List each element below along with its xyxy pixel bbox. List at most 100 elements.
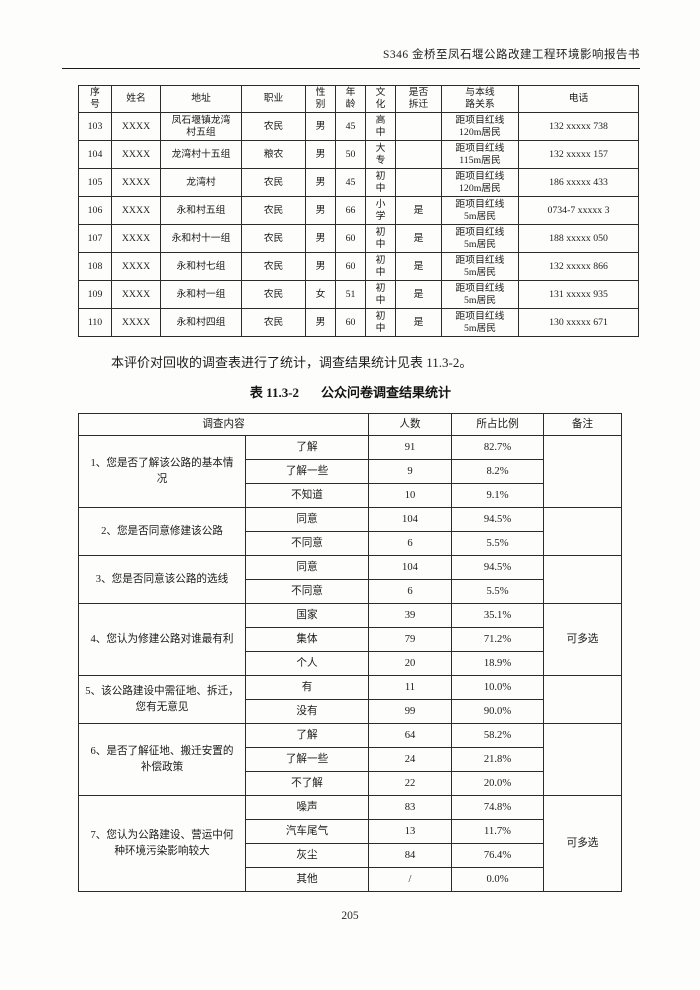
respondent-relation-cell: 距项目红线 5m居民 bbox=[441, 252, 519, 282]
survey-question-cell: 4、您认为修建公路对谁最有利 bbox=[78, 603, 246, 676]
survey-count-cell: 11 bbox=[368, 675, 452, 700]
respondent-col-header-5: 年 龄 bbox=[335, 84, 366, 114]
survey-option-label-cell: 其他 bbox=[245, 867, 369, 892]
survey-option-row: 个人 20 18.9% bbox=[79, 651, 622, 676]
survey-count-cell: 6 bbox=[368, 579, 452, 604]
respondent-no-cell: 103 bbox=[78, 112, 112, 142]
survey-option-label-cell: 没有 bbox=[245, 699, 369, 724]
survey-option-row: 7、您认为公路建设、营运中何 种环境污染影响较大 噪声 83 74.8% 可多选 bbox=[78, 795, 622, 892]
respondent-col-header-4: 性 别 bbox=[305, 84, 336, 114]
report-title: S346 金桥至凤石堰公路改建工程环境影响报告书 bbox=[382, 49, 640, 61]
survey-ratio-cell: 11.7% bbox=[451, 819, 544, 844]
survey-option-label-cell: 有 bbox=[245, 675, 369, 700]
respondent-age-cell: 45 bbox=[335, 168, 366, 198]
survey-option-label-cell: 噪声 bbox=[245, 795, 369, 820]
respondent-phone-cell: 130 xxxxx 671 bbox=[518, 308, 639, 338]
respondent-row: 110 XXXX 永和村四组 农民男 60 初 中是距项目红线 5m居民 130 xxxxx… bbox=[78, 308, 639, 338]
survey-ratio-cell: 21.8% bbox=[451, 747, 544, 772]
respondent-row: 105 XXXX 龙湾村 农民男 45 初 中 距项目红线 120m居民 186 xxxxx … bbox=[78, 168, 639, 198]
survey-question-cell: 7、您认为公路建设、营运中何 种环境污染影响较大 bbox=[78, 795, 246, 892]
respondent-relation-cell: 距项目红线 120m居民 bbox=[441, 112, 519, 142]
column-header-ratio: 所占比例 bbox=[451, 413, 544, 436]
survey-ratio-cell: 35.1% bbox=[451, 603, 544, 628]
survey-option-row: 不同意 6 5.5% bbox=[79, 579, 622, 604]
respondent-relation-cell: 距项目红线 5m居民 bbox=[441, 196, 519, 226]
survey-ratio-cell: 58.2% bbox=[451, 723, 544, 748]
page-number: 205 bbox=[341, 910, 359, 922]
respondent-no-cell: 105 bbox=[78, 168, 112, 198]
respondent-occupation-cell: 农民 bbox=[241, 112, 306, 142]
respondent-gender-cell: 男 bbox=[305, 168, 336, 198]
survey-option-label-cell: 国家 bbox=[245, 603, 369, 628]
survey-ratio-cell: 8.2% bbox=[451, 459, 544, 484]
survey-option-label-cell: 了解一些 bbox=[245, 459, 369, 484]
survey-option-row: 不知道 10 9.1% bbox=[79, 483, 622, 508]
survey-question-cell: 2、您是否同意修建该公路 bbox=[78, 507, 246, 556]
respondent-table-header-row: 序 号姓名 地址 职业性 别年 龄文 化是否 拆迁 与本线 路关系 电话 bbox=[78, 84, 639, 114]
survey-count-cell: 99 bbox=[368, 699, 452, 724]
body-paragraph: 本评价对回收的调查表进行了统计，调查结果统计见表 11.3-2。 bbox=[111, 355, 473, 370]
respondent-occupation-cell: 农民 bbox=[241, 252, 306, 282]
respondent-row: 107 XXXX 永和村十一组 农民男 60 初 中是距项目红线 5m居民 188 xxxx… bbox=[78, 224, 639, 254]
respondent-education-cell: 大 专 bbox=[365, 140, 396, 170]
respondent-occupation-cell: 农民 bbox=[241, 280, 306, 310]
respondent-row: 109 XXXX 永和村一组 农民女 51 初 中是距项目红线 5m居民 131 xxxxx… bbox=[78, 280, 639, 310]
respondent-name-cell: XXXX bbox=[111, 140, 161, 170]
respondent-age-cell: 60 bbox=[335, 308, 366, 338]
survey-count-cell: 6 bbox=[368, 531, 452, 556]
survey-option-label-cell: 了解一些 bbox=[245, 747, 369, 772]
respondent-col-header-2: 地址 bbox=[160, 84, 242, 114]
table-caption-number: 表 11.3-2 bbox=[249, 385, 300, 400]
survey-count-cell: 84 bbox=[368, 843, 452, 868]
survey-table-header-row: 调查内容 人数 所占比例 备注 bbox=[78, 413, 622, 436]
respondent-relocated-cell: 是 bbox=[395, 224, 442, 254]
survey-ratio-cell: 18.9% bbox=[451, 651, 544, 676]
respondent-education-cell: 初 中 bbox=[365, 308, 396, 338]
respondent-col-header-7: 是否 拆迁 bbox=[395, 84, 442, 114]
survey-option-label-cell: 汽车尾气 bbox=[245, 819, 369, 844]
survey-count-cell: 9 bbox=[368, 459, 452, 484]
respondent-occupation-cell: 农民 bbox=[241, 224, 306, 254]
respondent-relocated-cell: 是 bbox=[395, 280, 442, 310]
respondent-relation-cell: 距项目红线 5m居民 bbox=[441, 280, 519, 310]
survey-question-cell: 1、您是否了解该公路的基本情 况 bbox=[78, 435, 246, 508]
survey-option-label-cell: 灰尘 bbox=[245, 843, 369, 868]
respondent-address-cell: 永和村七组 bbox=[160, 252, 242, 282]
respondent-no-cell: 107 bbox=[78, 224, 112, 254]
survey-question-cell: 3、您是否同意该公路的选线 bbox=[78, 555, 246, 604]
respondent-no-cell: 106 bbox=[78, 196, 112, 226]
respondent-row: 103 XXXX 凤石堰镇龙湾 村五组 农民男 45 高 中 距项目红线 120m居民 132… bbox=[78, 112, 639, 142]
survey-ratio-cell: 5.5% bbox=[451, 579, 544, 604]
survey-remark-cell bbox=[543, 507, 622, 556]
survey-ratio-cell: 94.5% bbox=[451, 507, 544, 532]
respondent-gender-cell: 男 bbox=[305, 252, 336, 282]
survey-count-cell: / bbox=[368, 867, 452, 892]
survey-option-label-cell: 个人 bbox=[245, 651, 369, 676]
respondent-relocated-cell: 是 bbox=[395, 196, 442, 226]
respondent-col-header-6: 文 化 bbox=[365, 84, 396, 114]
respondent-name-cell: XXXX bbox=[111, 308, 161, 338]
respondent-gender-cell: 男 bbox=[305, 308, 336, 338]
survey-ratio-cell: 90.0% bbox=[451, 699, 544, 724]
survey-count-cell: 104 bbox=[368, 555, 452, 580]
survey-ratio-cell: 5.5% bbox=[451, 531, 544, 556]
respondent-age-cell: 45 bbox=[335, 112, 366, 142]
respondent-col-header-3: 职业 bbox=[241, 84, 306, 114]
survey-option-row: 6、是否了解征地、搬迁安置的 补偿政策 了解 64 58.2% bbox=[78, 723, 622, 796]
column-header-count: 人数 bbox=[368, 413, 452, 436]
respondent-occupation-cell: 农民 bbox=[241, 196, 306, 226]
survey-option-row: 了解一些 24 21.8% bbox=[79, 747, 622, 772]
respondent-phone-cell: 132 xxxxx 157 bbox=[518, 140, 639, 170]
respondent-gender-cell: 男 bbox=[305, 224, 336, 254]
survey-count-cell: 13 bbox=[368, 819, 452, 844]
survey-count-cell: 24 bbox=[368, 747, 452, 772]
respondent-name-cell: XXXX bbox=[111, 252, 161, 282]
respondent-address-cell: 龙湾村十五组 bbox=[160, 140, 242, 170]
respondent-gender-cell: 男 bbox=[305, 196, 336, 226]
respondent-address-cell: 永和村四组 bbox=[160, 308, 242, 338]
survey-option-label-cell: 同意 bbox=[245, 507, 369, 532]
table-caption: 表 11.3-2 公众问卷调查结果统计 bbox=[78, 382, 623, 401]
respondent-address-cell: 凤石堰镇龙湾 村五组 bbox=[160, 112, 242, 142]
respondent-education-cell: 小 学 bbox=[365, 196, 396, 226]
survey-ratio-cell: 10.0% bbox=[451, 675, 544, 700]
